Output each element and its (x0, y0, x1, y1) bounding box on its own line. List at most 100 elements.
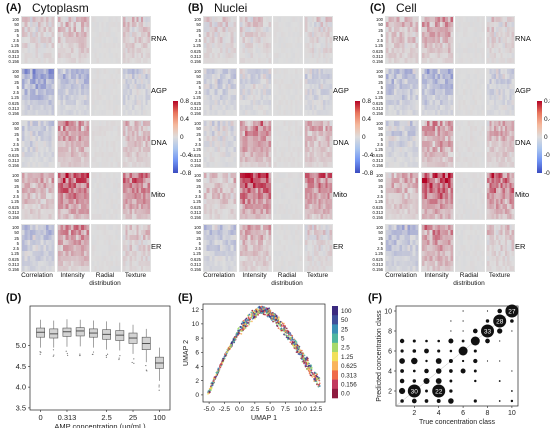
heatmap-band (456, 245, 484, 252)
umap-point (220, 363, 223, 366)
heatmap-band (92, 57, 120, 63)
umap-point (284, 324, 286, 327)
heatmap-band (422, 74, 453, 80)
umap-point (312, 373, 315, 376)
heatmap-band (240, 74, 271, 80)
x-tick-label: 2.5 (250, 406, 259, 413)
bubble-label: 28 (496, 318, 504, 325)
heatmap-band (22, 37, 54, 44)
x-tick-label: 0.313 (58, 413, 77, 422)
heatmap-band (305, 178, 332, 184)
heatmap-band (240, 265, 271, 271)
umap-point (212, 377, 215, 380)
heatmap-band (204, 173, 236, 179)
heatmap-band (305, 52, 332, 59)
heatmap-band (22, 42, 54, 49)
umap-point (288, 332, 291, 335)
umap-point (306, 357, 309, 360)
heatmap-band (487, 203, 514, 210)
heatmap-band (305, 32, 332, 38)
heatmap-band (487, 47, 514, 54)
heatmap-band (92, 240, 120, 246)
umap-point (302, 360, 305, 362)
heatmap-band (204, 250, 236, 257)
bubble (499, 340, 501, 342)
heatmap-cell (385, 120, 419, 168)
heatmap-band (456, 188, 484, 194)
heatmap-band (123, 126, 150, 132)
bubble (411, 357, 418, 365)
heatmap-band (123, 47, 150, 54)
umap-point (272, 314, 274, 317)
umap-point (294, 340, 297, 342)
heatmap-band (240, 203, 271, 210)
umap-point (300, 353, 302, 356)
heatmap-cell (304, 68, 333, 116)
colorbar-segment (332, 324, 338, 334)
heatmap-band (456, 178, 484, 184)
x-tick-label: 0 (38, 413, 42, 422)
umap-point (215, 374, 218, 376)
x-tick-label: -5.0 (203, 406, 215, 413)
row-label: Mito (333, 190, 348, 199)
bubble (510, 399, 514, 403)
heatmap-band (123, 183, 150, 189)
heatmap-band (456, 99, 484, 106)
heatmap-band (123, 146, 150, 153)
umap-point (290, 343, 293, 345)
umap-point (280, 325, 283, 328)
x-tick-label: 12.5 (310, 406, 323, 413)
heatmap-band (240, 121, 271, 127)
bubble (400, 369, 404, 373)
colorbar (355, 101, 360, 173)
heatmap-band (22, 131, 54, 137)
heatmap-band (305, 240, 332, 246)
umap-point (306, 359, 309, 361)
heatmap-band (22, 250, 54, 257)
umap-point (216, 371, 219, 374)
heatmap-band (123, 188, 150, 194)
heatmap-band (274, 156, 302, 163)
outlier (92, 351, 95, 353)
heatmap-band (305, 94, 332, 101)
heatmap-band (204, 245, 236, 252)
heatmap-band (456, 146, 484, 153)
outlier (53, 354, 55, 356)
heatmap-band (240, 99, 271, 106)
heatmap-band (240, 230, 271, 236)
heatmap-band (305, 27, 332, 33)
x-tick-label: 100 (153, 413, 166, 422)
heatmap-cell (57, 224, 90, 272)
x-tick-label: 2 (412, 410, 416, 417)
bubble (423, 377, 430, 385)
bubble (450, 320, 452, 322)
umap-point (310, 364, 313, 367)
umap-point (249, 320, 251, 323)
bubble (400, 399, 404, 403)
heatmap-band (92, 146, 120, 153)
heatmap-band (422, 161, 453, 167)
bubble (411, 398, 417, 404)
umap-point (301, 358, 303, 361)
heatmap-band (274, 188, 302, 194)
heatmap-band (240, 57, 271, 63)
heatmap-band (305, 109, 332, 115)
heatmap-band (386, 22, 418, 28)
heatmap-band (204, 89, 236, 96)
heatmap-band (240, 69, 271, 75)
colorbar-segment (332, 333, 338, 344)
heatmap-band (422, 146, 453, 153)
heatmap-band (58, 37, 89, 44)
heatmap-band (204, 161, 236, 167)
heatmap-band (58, 225, 89, 231)
heatmap-band (58, 265, 89, 271)
heatmap-cell (91, 224, 121, 272)
heatmap-band (58, 52, 89, 59)
heatmap-cell (486, 172, 515, 220)
heatmap-band (386, 121, 418, 127)
bubble (424, 348, 429, 354)
umap-point (266, 315, 269, 318)
outlier (158, 386, 160, 388)
heatmap-band (274, 141, 302, 148)
heatmap-band (487, 225, 514, 231)
